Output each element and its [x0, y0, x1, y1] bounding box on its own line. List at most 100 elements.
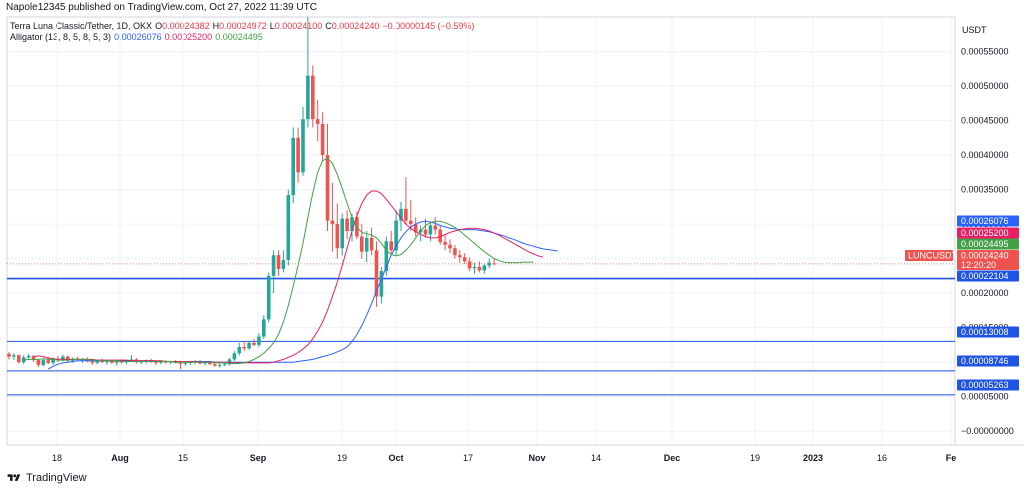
candle-body — [46, 360, 50, 363]
candle-body — [203, 362, 207, 364]
candle-body — [311, 75, 315, 120]
time-tick-label: 15 — [178, 453, 188, 463]
candle-body — [217, 364, 222, 366]
change-value: −0.00000145 (−0.59%) — [382, 21, 475, 31]
tradingview-logo-icon — [7, 474, 21, 481]
price-tick-label: 0.00035000 — [961, 185, 1009, 195]
candle-body — [291, 137, 295, 196]
time-axis[interactable]: 18 Aug 15 Sep 19 Oct 17 Nov 14 Dec 19 2023 16 Fe — [52, 453, 956, 463]
time-tick-label: 2023 — [803, 453, 823, 463]
candle-body — [61, 356, 65, 360]
candle-body — [374, 250, 379, 297]
footer-brand: TradingView — [26, 472, 87, 484]
price-tag — [957, 215, 1019, 227]
candle-body — [232, 353, 237, 360]
candle-body — [115, 361, 119, 363]
candle-body — [350, 217, 354, 231]
price-tag — [957, 238, 1019, 250]
candle-body — [36, 360, 41, 365]
chart-legend: Terra Luna Classic/Tether, 1D, OKX O 0.00… — [10, 21, 474, 43]
close-value: 0.00024240 — [331, 21, 380, 31]
symbol-label[interactable]: Terra Luna Classic/Tether, 1D, OKX — [10, 21, 153, 31]
indicator-row: Alligator (13, 8, 5, 8, 5, 3) 0.00026076… — [10, 32, 474, 43]
price-tick-label: 0.00005000 — [961, 392, 1009, 402]
candle-body — [296, 137, 300, 173]
time-tick-label: Dec — [664, 453, 681, 463]
footer: TradingView — [6, 472, 87, 484]
price-tick-label: −0.00000000 — [961, 426, 1014, 436]
candle-body — [129, 359, 134, 361]
candle-body — [394, 220, 398, 251]
price-tag — [957, 326, 1019, 338]
time-tick-label: 19 — [337, 453, 347, 463]
time-tick-label: 16 — [877, 453, 887, 463]
candle-body — [213, 364, 217, 366]
candle-body — [178, 362, 183, 364]
ohlc-row: Terra Luna Classic/Tether, 1D, OKX O 0.00… — [10, 21, 474, 32]
candle-body — [315, 119, 320, 124]
price-tag-countdown: 12:20:20 — [961, 260, 996, 270]
candle-body — [306, 75, 310, 120]
plot-area — [6, 16, 1024, 446]
candle-body — [41, 360, 46, 365]
candle-body — [159, 361, 163, 363]
candle-body — [271, 255, 276, 276]
candle-body — [320, 124, 325, 156]
candle-body — [242, 346, 246, 349]
price-tag-value: 0.00024240 — [961, 251, 1009, 261]
price-tag-value: 0.00026076 — [961, 216, 1009, 226]
time-tick-label: Fe — [946, 453, 957, 463]
candle-body — [95, 360, 99, 363]
candle-body — [325, 155, 330, 221]
candle-body — [409, 220, 413, 225]
candle-body — [487, 262, 491, 266]
price-tag — [957, 379, 1019, 391]
price-tag-value: 0.00024495 — [961, 239, 1009, 249]
candle-body — [281, 259, 286, 269]
price-tag-value: 0.00008746 — [961, 356, 1009, 366]
candle-body — [477, 266, 482, 271]
low-value: 0.00024100 — [274, 21, 323, 31]
indicator-label[interactable]: Alligator (13, 8, 5, 8, 5, 3) — [10, 32, 112, 42]
candle-body — [276, 255, 281, 269]
candle-body — [183, 362, 188, 364]
candle-body — [379, 271, 384, 297]
lips-value: 0.00024495 — [215, 32, 263, 42]
time-tick-label: 19 — [750, 453, 760, 463]
candle-body — [66, 356, 70, 361]
candle-body — [266, 275, 271, 320]
candle-body — [335, 224, 340, 249]
time-tick-label: Nov — [528, 453, 545, 463]
price-tag — [957, 270, 1019, 282]
low-key: L — [269, 21, 275, 31]
candle-body — [423, 229, 428, 235]
candle-body — [443, 242, 447, 245]
time-tick-label: Sep — [250, 453, 267, 463]
price-tag — [957, 355, 1019, 367]
candle-body — [438, 229, 442, 243]
candle-body — [262, 319, 266, 337]
candle-body — [110, 360, 114, 363]
time-tick-label: 18 — [52, 453, 62, 463]
teeth-value: 0.00025200 — [164, 32, 213, 42]
candle-body — [428, 225, 433, 235]
candle-body — [399, 208, 403, 221]
close-key: C — [325, 21, 332, 31]
candle-body — [462, 257, 467, 262]
price-tick-label: 0.00040000 — [961, 150, 1009, 160]
price-tag — [957, 250, 1019, 270]
candle-body — [257, 336, 261, 345]
candle-body — [482, 265, 487, 271]
candle-body — [247, 342, 251, 349]
high-key: H — [212, 21, 220, 31]
price-tag-value: 0.00013008 — [961, 327, 1009, 337]
candle-body — [17, 355, 21, 363]
price-tag — [957, 227, 1019, 239]
candle-body — [90, 361, 95, 363]
candle-body — [330, 220, 335, 225]
candle-body — [467, 261, 472, 269]
candle-body — [31, 355, 36, 361]
candle-body — [237, 346, 242, 354]
price-tick-label: 0.00050000 — [961, 81, 1009, 91]
